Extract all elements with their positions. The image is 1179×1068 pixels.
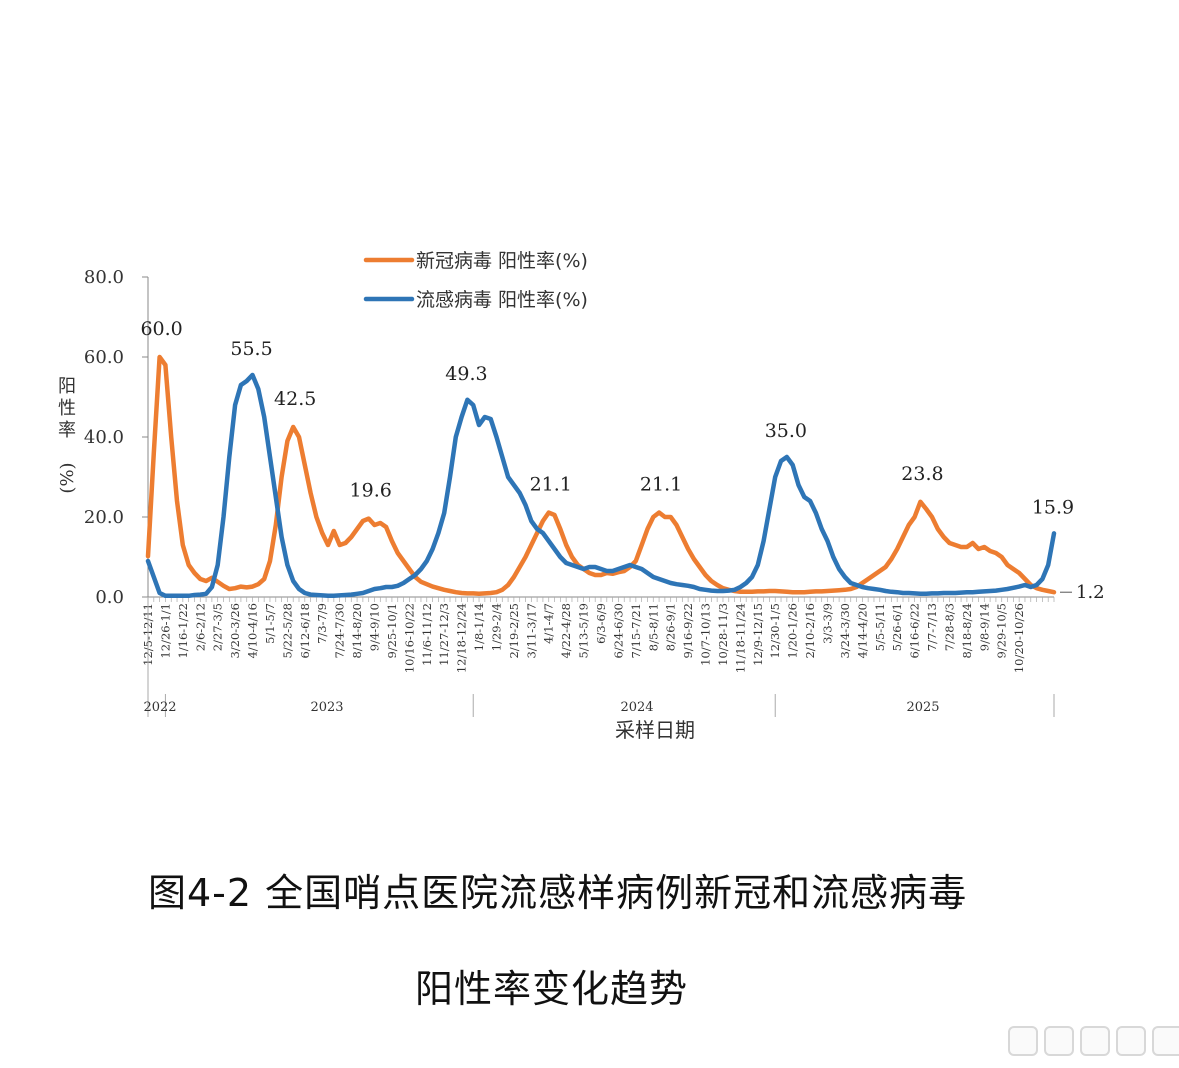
y-axis-label: 阳性率 (%) [57, 376, 78, 494]
x-tick-label: 3/3-3/9 [821, 603, 835, 644]
x-tick-label: 3/11-3/17 [524, 603, 538, 659]
y-tick-label: 20.0 [84, 507, 124, 528]
x-tick-label: 4/22-4/28 [559, 603, 573, 659]
legend: 新冠病毒 阳性率(%) 流感病毒 阳性率(%) [363, 250, 588, 311]
x-tick-label: 2/6-2/12 [193, 603, 207, 651]
x-tick-label: 4/14-4/20 [855, 603, 869, 659]
x-tick-label: 6/24-6/30 [611, 603, 625, 659]
x-tick-label: 9/29-10/5 [995, 603, 1009, 659]
x-tick-label: 7/7-7/13 [925, 603, 939, 651]
x-tick-label: 5/5-5/11 [873, 603, 887, 651]
x-tick-label: 1/29-2/4 [489, 603, 503, 651]
x-tick-label: 12/30-1/5 [768, 603, 782, 659]
x-tick-label: 9/8-9/14 [977, 603, 991, 651]
x-tick-label: 1/16-1/22 [176, 603, 190, 659]
x-axis-ticks: 12/5-12/11 12/26-1/1 1/16-1/22 2/6-2/12 2/27… [141, 597, 1055, 742]
covid-series-line [145, 354, 1057, 597]
x-tick-label: 9/4-9/10 [368, 603, 382, 651]
x-tick-label: 5/1-5/7 [263, 603, 277, 644]
flu-peak-label: 15.9 [1032, 496, 1074, 518]
x-tick-label: 1/20-1/26 [786, 603, 800, 659]
legend-label-flu: 流感病毒 阳性率(%) [416, 289, 588, 311]
x-tick-label: 12/26-1/1 [158, 603, 172, 659]
x-tick-label: 3/20-3/26 [228, 603, 242, 659]
x-tick-label: 10/28-11/3 [716, 603, 730, 666]
x-tick-label: 3/24-3/30 [838, 603, 852, 659]
chart-axes: 0.0 20.0 40.0 60.0 80.0 阳性率 (%) [57, 267, 1054, 608]
x-tick-label: 5/13-5/19 [577, 603, 591, 659]
year-label: 2023 [310, 700, 343, 715]
x-tick-label: 5/22-5/28 [280, 603, 294, 659]
x-tick-label: 7/15-7/21 [629, 603, 643, 659]
year-label: 2022 [143, 700, 176, 715]
series-lines [145, 354, 1057, 599]
covid-peak-label: 19.6 [350, 480, 392, 502]
x-tick-label: 8/26-9/1 [664, 603, 678, 651]
covid-peak-label: 21.1 [530, 474, 572, 496]
x-tick-label: 5/26-6/1 [890, 603, 904, 651]
watermark-shape [1080, 1026, 1110, 1056]
flu-series-line [145, 372, 1057, 599]
x-tick-label: 10/20-10/26 [1012, 603, 1026, 673]
flu-peak-label: 49.3 [445, 363, 487, 385]
year-label: 2025 [906, 700, 939, 715]
x-axis-title: 采样日期 [615, 718, 695, 742]
x-tick-label: 12/9-12/15 [751, 603, 765, 666]
flu-peak-label: 35.0 [765, 420, 807, 442]
y-tick-label: 0.0 [95, 587, 124, 608]
x-tick-label: 9/16-9/22 [681, 603, 695, 659]
watermark-shape [1116, 1026, 1146, 1056]
x-tick-label: 4/1-4/7 [542, 603, 556, 644]
watermark-shape [1044, 1026, 1074, 1056]
year-label: 2024 [620, 700, 653, 715]
figure-caption-line-1: 图4-2 全国哨点医院流感样病例新冠和流感病毒 [148, 871, 968, 915]
y-axis-unit: (%) [57, 462, 78, 493]
x-tick-label: 6/16-6/22 [908, 603, 922, 659]
x-tick-label: 10/16-10/22 [402, 603, 416, 673]
covid-peak-label: 42.5 [274, 388, 316, 410]
x-tick-label: 8/14-8/20 [350, 603, 364, 659]
y-tick-label: 40.0 [84, 427, 124, 448]
watermark-shape [1152, 1026, 1179, 1056]
x-tick-label: 12/18-12/24 [455, 603, 469, 673]
y-axis-label-text: 阳性率 [58, 376, 76, 441]
x-tick-label: 8/5-8/11 [646, 603, 660, 651]
x-tick-label: 2/10-2/16 [803, 603, 817, 659]
x-tick-label: 11/6-11/12 [420, 603, 434, 666]
x-tick-label: 6/12-6/18 [298, 603, 312, 659]
x-tick-label: 7/28-8/3 [942, 603, 956, 651]
y-tick-label: 80.0 [84, 267, 124, 288]
data-labels: 60.0 42.5 19.6 21.1 21.1 23.8 55.5 49.3 35.0 15.9… [140, 318, 1104, 603]
x-tick-label: 11/27-12/3 [437, 603, 451, 666]
covid-peak-label: 23.8 [901, 463, 943, 485]
legend-label-covid: 新冠病毒 阳性率(%) [416, 250, 588, 272]
y-tick-label: 60.0 [84, 347, 124, 368]
x-tick-label: 4/10-4/16 [246, 603, 260, 659]
flu-peak-label: 55.5 [230, 338, 272, 360]
covid-peak-label: 21.1 [640, 474, 682, 496]
x-tick-label: 10/7-10/13 [699, 603, 713, 666]
x-tick-label: 2/19-2/25 [507, 603, 521, 659]
x-tick-label: 1/8-1/14 [472, 603, 486, 651]
x-tick-label: 2/27-3/5 [211, 603, 225, 651]
x-tick-label: 7/24-7/30 [333, 603, 347, 659]
x-tick-label: 7/3-7/9 [315, 603, 329, 644]
figure-caption-line-2: 阳性率变化趋势 [415, 967, 689, 1011]
covid-end-label: 1.2 [1076, 582, 1105, 603]
x-tick-label: 8/18-8/24 [960, 603, 974, 659]
x-tick-label: 11/18-11/24 [733, 603, 747, 673]
watermark-logo [1008, 1026, 1179, 1056]
watermark-shape [1008, 1026, 1038, 1056]
covid-peak-label: 60.0 [140, 318, 182, 340]
x-tick-label: 9/25-10/1 [385, 603, 399, 659]
x-tick-label: 6/3-6/9 [594, 603, 608, 644]
